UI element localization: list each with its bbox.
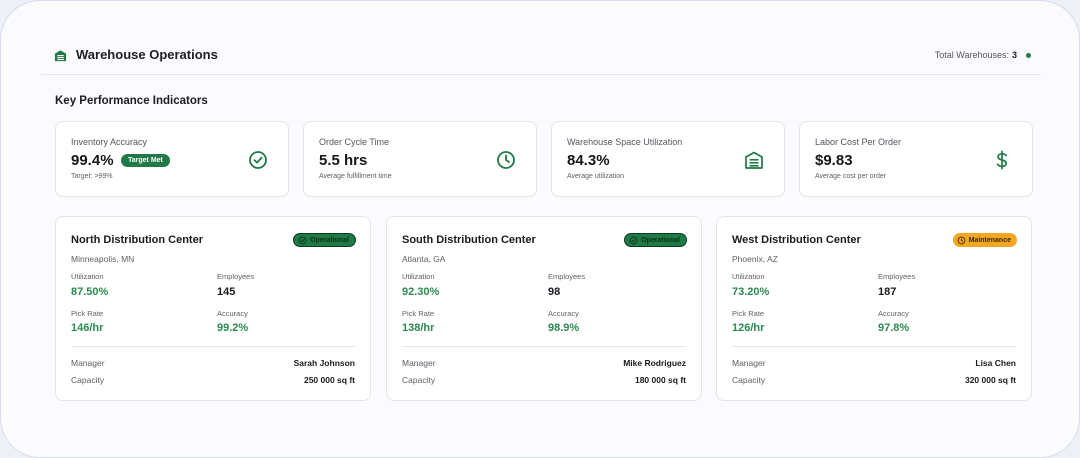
card-divider	[732, 346, 1016, 347]
page-header: Warehouse Operations Total Warehouses: 3	[41, 37, 1041, 75]
kpi-value: $9.83	[815, 152, 853, 169]
kpi-section-title: Key Performance Indicators	[55, 95, 208, 107]
employees-label: Employees	[548, 272, 586, 281]
capacity-value: 250 000 sq ft	[303, 375, 355, 385]
kpi-label: Order Cycle Time	[319, 137, 390, 147]
kpi-subtext: Average fulfillment time	[319, 173, 392, 180]
utilization-value: 92.30%	[402, 286, 440, 298]
kpi-value: 5.5 hrs	[319, 152, 368, 169]
manager-value: Lisa Chen	[975, 358, 1016, 368]
capacity-value: 320 000 sq ft	[964, 375, 1016, 385]
pick-rate-value: 146/hr	[71, 322, 104, 334]
total-warehouses-value: 3	[1011, 50, 1017, 60]
dollar-icon	[996, 150, 1008, 170]
card-divider	[71, 346, 355, 347]
employees-value: 187	[878, 286, 897, 298]
center-location: Atlanta, GA	[402, 254, 446, 264]
card-divider	[402, 346, 686, 347]
kpi-subtext: Average cost per order	[815, 173, 887, 180]
total-warehouses-label: Total Warehouses:	[934, 50, 1009, 60]
status-check-icon	[629, 236, 638, 244]
pick-rate-value: 138/hr	[402, 322, 435, 334]
center-name: North Distribution Center	[71, 234, 203, 246]
clock-icon	[497, 151, 515, 169]
capacity-label: Capacity	[732, 375, 766, 385]
kpi-value: 84.3%	[567, 152, 610, 169]
manager-value: Mike Rodriguez	[623, 358, 686, 368]
page-title: Warehouse Operations	[76, 47, 218, 62]
center-name: West Distribution Center	[732, 234, 861, 246]
check-circle-icon	[249, 151, 267, 169]
center-name: South Distribution Center	[402, 234, 536, 246]
distribution-center-card-west[interactable]: West Distribution Center Maintenance Pho…	[716, 216, 1032, 401]
accuracy-label: Accuracy	[878, 309, 909, 318]
pick-rate-label: Pick Rate	[71, 309, 104, 318]
employees-value: 98	[548, 286, 561, 298]
pick-rate-value: 126/hr	[732, 322, 765, 334]
manager-label: Manager	[732, 358, 766, 368]
live-status-dot	[1026, 53, 1031, 58]
employees-label: Employees	[878, 272, 916, 281]
status-label: Operational	[310, 236, 349, 244]
capacity-value: 180 000 sq ft	[634, 375, 686, 385]
accuracy-label: Accuracy	[217, 309, 248, 318]
accuracy-value: 99.2%	[217, 322, 249, 334]
manager-label: Manager	[71, 358, 105, 368]
accuracy-label: Accuracy	[548, 309, 579, 318]
capacity-label: Capacity	[402, 375, 436, 385]
capacity-label: Capacity	[71, 375, 105, 385]
status-clock-icon	[957, 236, 965, 244]
kpi-card-labor-cost: Labor Cost Per Order $9.83 Average cost …	[799, 121, 1033, 197]
pick-rate-label: Pick Rate	[402, 309, 435, 318]
accuracy-value: 97.8%	[878, 322, 910, 334]
manager-label: Manager	[402, 358, 436, 368]
distribution-center-card-north[interactable]: North Distribution Center Operational Mi…	[55, 216, 371, 401]
status-check-icon	[298, 236, 307, 244]
center-location: Phoenix, AZ	[732, 254, 778, 264]
kpi-label: Labor Cost Per Order	[815, 137, 902, 147]
accuracy-value: 98.9%	[548, 322, 580, 334]
pick-rate-label: Pick Rate	[732, 309, 765, 318]
kpi-card-space-utilization: Warehouse Space Utilization 84.3% Averag…	[551, 121, 785, 197]
utilization-value: 73.20%	[732, 286, 770, 298]
kpi-subtext: Average utilization	[567, 173, 625, 180]
kpi-subtext: Target: >99%	[71, 173, 113, 180]
total-warehouses: Total Warehouses: 3	[935, 50, 1017, 60]
employees-value: 145	[217, 286, 236, 298]
kpi-card-order-cycle-time: Order Cycle Time 5.5 hrs Average fulfill…	[303, 121, 537, 197]
utilization-label: Utilization	[71, 272, 104, 281]
status-badge: Operational	[293, 233, 356, 247]
status-label: Maintenance	[968, 236, 1011, 244]
utilization-label: Utilization	[402, 272, 435, 281]
status-badge: Maintenance	[952, 233, 1017, 247]
warehouse-icon	[54, 50, 67, 62]
distribution-center-card-south[interactable]: South Distribution Center Operational At…	[386, 216, 702, 401]
utilization-label: Utilization	[732, 272, 765, 281]
kpi-card-inventory-accuracy: Inventory Accuracy 99.4% Target Met Targ…	[55, 121, 289, 197]
kpi-label: Inventory Accuracy	[71, 137, 148, 147]
target-met-badge: Target Met	[121, 154, 170, 167]
status-label: Operational	[641, 236, 680, 244]
kpi-value: 99.4%	[71, 152, 114, 169]
utilization-value: 87.50%	[71, 286, 109, 298]
manager-value: Sarah Johnson	[293, 358, 355, 368]
status-badge: Operational	[624, 233, 687, 247]
center-location: Minneapolis, MN	[71, 254, 135, 264]
warehouse-icon	[745, 151, 763, 169]
kpi-label: Warehouse Space Utilization	[567, 137, 683, 147]
employees-label: Employees	[217, 272, 255, 281]
